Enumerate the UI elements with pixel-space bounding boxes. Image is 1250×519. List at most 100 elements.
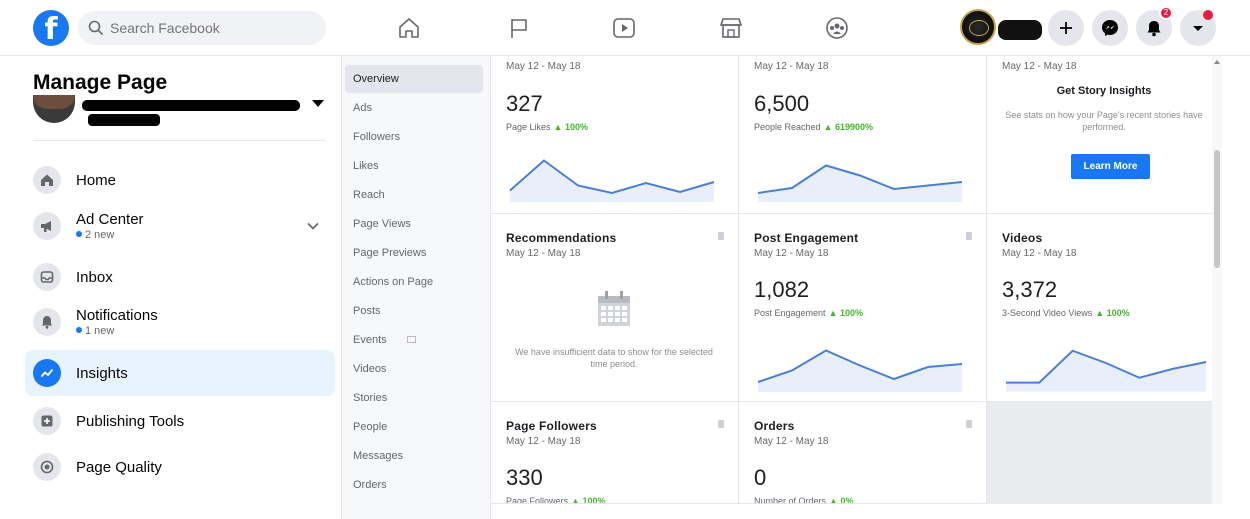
subnav-item-stories[interactable]: Stories — [353, 392, 388, 404]
subnav-item-actions-on-page[interactable]: Actions on Page — [353, 276, 434, 288]
sparkline-line — [757, 349, 963, 383]
sidebar-item-label: Home — [76, 171, 117, 189]
insights-sub-navigation: Overview Ads Followers Likes Reach Page … — [341, 56, 491, 519]
right-margin — [1222, 56, 1250, 519]
info-icon[interactable] — [718, 232, 724, 240]
card-title: Videos — [1002, 231, 1043, 245]
sidebar-item-label: Page Quality — [76, 458, 162, 476]
inbox-icon — [33, 263, 61, 291]
card-date-range: May 12 - May 18 — [506, 436, 581, 447]
sidebar-item-label: Insights — [76, 364, 128, 382]
info-icon[interactable] — [718, 420, 724, 428]
bell-icon — [33, 308, 61, 336]
subnav-item-people[interactable]: People — [353, 421, 388, 433]
facebook-logo[interactable]: f — [33, 10, 69, 46]
sidebar-item-insights[interactable]: Insights — [25, 350, 335, 396]
sidebar-item-notifications[interactable]: Notifications 1 new — [25, 299, 335, 345]
home-icon[interactable] — [395, 14, 423, 42]
calendar-icon — [598, 291, 630, 326]
new-count-label: 2 new — [76, 229, 144, 241]
new-count-label: 1 new — [76, 325, 158, 337]
search-input[interactable] — [110, 20, 310, 36]
info-icon[interactable] — [966, 232, 972, 240]
card-post-engagement[interactable]: Post Engagement May 12 - May 18 1,082 Po… — [739, 214, 987, 402]
card-recommendations[interactable]: Recommendations May 12 - May 18 We have … — [491, 214, 739, 402]
card-metric-label: Page Likes ▲ 100% — [506, 122, 588, 132]
subnav-item-orders[interactable]: Orders — [353, 479, 387, 491]
sidebar-item-label: Ad Center — [76, 211, 144, 228]
insights-chart-icon — [33, 359, 61, 387]
subnav-item-reach[interactable]: Reach — [353, 189, 385, 201]
messenger-button[interactable] — [1092, 10, 1128, 46]
card-videos[interactable]: Videos May 12 - May 18 3,372 3-Second Vi… — [987, 214, 1220, 402]
sidebar-item-label: Notifications — [76, 307, 158, 324]
sidebar-item-ad-center[interactable]: Ad Center 2 new — [25, 203, 335, 249]
sidebar-item-inbox[interactable]: Inbox — [25, 254, 335, 300]
subnav-item-overview[interactable]: Overview — [345, 65, 483, 93]
card-page-likes[interactable]: May 12 - May 18 327 Page Likes ▲ 100% — [491, 56, 739, 214]
profile-avatar[interactable] — [960, 9, 996, 45]
subnav-item-events[interactable]: Events — [345, 326, 483, 354]
subnav-item-page-views[interactable]: Page Views — [353, 218, 411, 230]
watch-icon[interactable] — [610, 14, 638, 42]
subnav-item-likes[interactable]: Likes — [353, 160, 379, 172]
card-date-range: May 12 - May 18 — [1002, 61, 1077, 72]
card-date-range: May 12 - May 18 — [754, 248, 829, 259]
card-metric-label: Post Engagement ▲ 100% — [754, 308, 863, 318]
chevron-down-icon[interactable] — [305, 218, 321, 234]
empty-grid-area — [987, 402, 1220, 504]
card-value: 1,082 — [754, 277, 810, 302]
create-button[interactable] — [1048, 10, 1084, 46]
home-icon — [33, 166, 61, 194]
sidebar-title: Manage Page — [33, 71, 168, 94]
subnav-item-ads[interactable]: Ads — [353, 102, 372, 114]
pages-flag-icon[interactable] — [505, 14, 533, 42]
content-scrollbar[interactable] — [1212, 56, 1222, 504]
groups-icon[interactable] — [823, 14, 851, 42]
card-value: 6,500 — [754, 91, 810, 116]
subnav-item-followers[interactable]: Followers — [353, 131, 401, 143]
sidebar-divider — [33, 140, 326, 141]
page-avatar[interactable] — [33, 95, 75, 123]
subnav-item-posts[interactable]: Posts — [353, 305, 381, 317]
messenger-icon — [1102, 20, 1118, 36]
sparkline-area — [510, 160, 714, 202]
caret-down-icon — [1193, 26, 1203, 31]
sparkline-line — [757, 164, 963, 194]
sidebar-item-label: Inbox — [76, 268, 113, 286]
card-orders[interactable]: Orders May 12 - May 18 0 Number of Order… — [739, 402, 987, 504]
external-link-icon — [407, 336, 416, 343]
card-people-reached[interactable]: May 12 - May 18 6,500 People Reached ▲ 61… — [739, 56, 987, 214]
learn-more-button[interactable]: Learn More — [1071, 154, 1150, 179]
card-title: Post Engagement — [754, 231, 859, 245]
scroll-up-arrow-icon[interactable] — [1214, 60, 1220, 64]
page-switcher-caret-icon[interactable] — [312, 100, 324, 107]
card-value: 327 — [506, 91, 543, 116]
sparkline-area — [758, 165, 962, 202]
plus-icon — [1060, 22, 1072, 34]
card-value: 0 — [754, 465, 767, 490]
insights-overview-content: May 12 - May 18 327 Page Likes ▲ 100% May… — [491, 56, 1220, 504]
subnav-item-videos[interactable]: Videos — [353, 363, 387, 375]
publishing-tools-icon — [33, 407, 61, 435]
card-date-range: May 12 - May 18 — [754, 61, 829, 72]
marketplace-icon[interactable] — [717, 14, 745, 42]
subnav-item-page-previews[interactable]: Page Previews — [353, 247, 427, 259]
manage-page-sidebar: Manage Page Home Ad Center 2 new Inbox N… — [0, 56, 341, 519]
sidebar-item-home[interactable]: Home — [25, 157, 335, 203]
page-likes-sparkline — [509, 159, 715, 202]
sidebar-item-page-quality[interactable]: Page Quality — [25, 444, 335, 490]
sparkline-line — [509, 159, 715, 195]
card-page-followers[interactable]: Page Followers May 12 - May 18 330 Page … — [491, 402, 739, 504]
card-story-insights: May 12 - May 18 Get Story Insights See s… — [987, 56, 1220, 214]
search-box[interactable] — [78, 11, 326, 45]
scrollbar-thumb[interactable] — [1214, 150, 1220, 268]
info-icon[interactable] — [966, 420, 972, 428]
sidebar-item-publishing-tools[interactable]: Publishing Tools — [25, 398, 335, 444]
subnav-item-messages[interactable]: Messages — [353, 450, 404, 462]
page-name-redacted[interactable] — [82, 100, 300, 111]
page-subtitle-redacted — [88, 114, 160, 126]
card-date-range: May 12 - May 18 — [506, 248, 581, 259]
videos-sparkline — [1005, 349, 1207, 392]
profile-name-redacted[interactable] — [998, 20, 1042, 40]
